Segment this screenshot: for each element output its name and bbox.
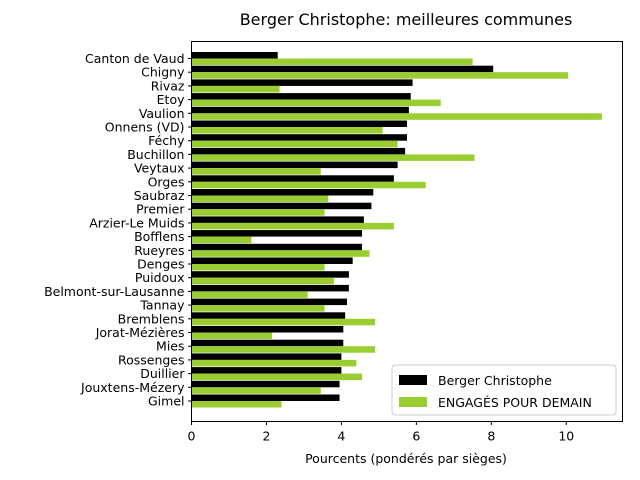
bar-engages-0 [191, 58, 473, 65]
bar-engages-25 [191, 401, 282, 408]
bar-berger-6 [191, 134, 407, 141]
bar-berger-17 [191, 284, 349, 292]
bar-engages-23 [191, 373, 363, 381]
bar-berger-5 [191, 120, 407, 127]
bar-berger-24 [191, 380, 340, 388]
bar-engages-15 [191, 264, 325, 271]
bar-berger-10 [191, 189, 374, 196]
y-tick-label: Etoy [157, 92, 185, 107]
y-axis: Canton de VaudChignyRivazEtoyVaulionOnne… [44, 51, 192, 409]
y-tick-label: Rueyres [134, 243, 184, 258]
y-tick-label: Buchillon [127, 147, 184, 162]
y-tick-label: Féchy [148, 133, 185, 148]
y-tick-label: Duillier [140, 366, 185, 381]
x-axis: 0 2 4 6 8 10 [188, 421, 574, 444]
y-tick-label: Jouxtens-Mézery [80, 380, 185, 395]
y-tick-label: Jorat-Mézières [95, 325, 185, 340]
bar-engages-11 [191, 209, 325, 216]
x-tick-label: 10 [558, 429, 574, 444]
y-tick-label: Bofflens [134, 229, 184, 244]
bar-berger-14 [191, 243, 363, 251]
chart-title: Berger Christophe: meilleures communes [240, 10, 573, 29]
bar-engages-21 [191, 346, 376, 353]
legend-box [391, 364, 617, 416]
y-tick-label: Rivaz [151, 78, 185, 93]
y-tick-label: Puidoux [135, 270, 185, 285]
bar-engages-17 [191, 291, 308, 298]
bar-engages-7 [191, 154, 475, 161]
bar-engages-10 [191, 195, 329, 202]
bar-engages-18 [191, 305, 325, 312]
bar-engages-13 [191, 236, 252, 244]
y-tick-label: Saubraz [134, 188, 185, 203]
legend: Berger Christophe ENGAGÉS POUR DEMAIN [391, 364, 617, 416]
bar-berger-13 [191, 230, 363, 237]
bar-engages-6 [191, 140, 398, 148]
plot-frame [191, 41, 623, 422]
bars-layer [191, 52, 602, 408]
legend-label-engages: ENGAGÉS POUR DEMAIN [438, 395, 592, 410]
bar-berger-8 [191, 161, 398, 169]
bar-berger-2 [191, 79, 413, 86]
bar-berger-1 [191, 65, 494, 73]
bar-berger-16 [191, 271, 349, 278]
bar-engages-5 [191, 127, 383, 134]
y-tick-label: Canton de Vaud [85, 51, 184, 66]
x-tick-label: 2 [262, 429, 270, 444]
bar-engages-12 [191, 222, 394, 230]
legend-swatch-engages [399, 397, 427, 407]
y-tick-label: Vaulion [139, 106, 185, 121]
bar-engages-24 [191, 387, 321, 394]
y-tick-label: Chigny [141, 65, 185, 80]
x-tick-label: 6 [412, 429, 420, 444]
bar-engages-20 [191, 332, 273, 339]
y-tick-label: Veytaux [134, 161, 185, 176]
bar-engages-16 [191, 277, 334, 285]
bar-berger-3 [191, 93, 411, 100]
bar-berger-4 [191, 106, 409, 114]
bar-engages-14 [191, 250, 370, 257]
bar-engages-8 [191, 168, 321, 175]
bar-engages-19 [191, 318, 376, 326]
y-tick-label: Tannay [139, 298, 185, 313]
y-tick-label: Denges [137, 257, 184, 272]
bar-engages-3 [191, 99, 441, 107]
y-tick-label: Bremblens [118, 311, 185, 326]
x-tick-label: 8 [487, 429, 495, 444]
bar-berger-22 [191, 353, 342, 360]
bar-engages-2 [191, 85, 280, 93]
bar-berger-7 [191, 147, 406, 155]
y-tick-label: Orges [148, 174, 185, 189]
x-axis-label: Pourcents (pondérés par sièges) [305, 451, 507, 466]
y-tick-label: Gimel [148, 394, 185, 409]
y-tick-label: Arzier-Le Muids [89, 215, 184, 230]
bar-berger-23 [191, 367, 342, 374]
bar-berger-19 [191, 312, 346, 319]
y-tick-label: Premier [136, 202, 185, 217]
x-tick-label: 0 [188, 429, 196, 444]
bar-berger-9 [191, 175, 394, 182]
bar-engages-4 [191, 113, 602, 120]
bar-berger-0 [191, 52, 278, 59]
bar-berger-11 [191, 202, 372, 210]
bar-berger-21 [191, 339, 344, 347]
y-tick-label: Belmont-sur-Lausanne [44, 284, 185, 299]
legend-label-berger: Berger Christophe [438, 373, 552, 388]
legend-swatch-berger [399, 375, 427, 385]
bar-berger-20 [191, 326, 344, 333]
bar-engages-1 [191, 72, 569, 79]
bar-berger-12 [191, 216, 364, 223]
bar-engages-22 [191, 359, 357, 367]
bar-berger-18 [191, 298, 348, 306]
x-tick-label: 4 [337, 429, 345, 444]
bar-engages-9 [191, 181, 426, 189]
y-tick-label: Rossenges [118, 352, 185, 367]
y-tick-label: Mies [156, 339, 184, 354]
bar-berger-15 [191, 257, 353, 264]
bar-berger-25 [191, 394, 340, 401]
y-tick-label: Onnens (VD) [105, 120, 185, 135]
